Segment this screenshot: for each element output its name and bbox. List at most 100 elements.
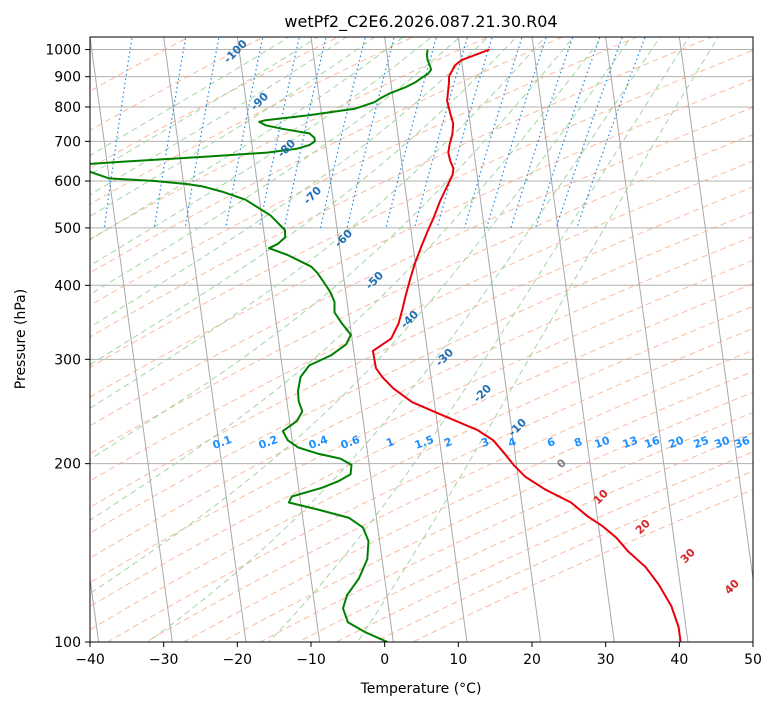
isotherm-line <box>678 37 753 583</box>
moist-adiabat-line <box>90 37 604 521</box>
y-tick-label: 200 <box>54 457 81 473</box>
y-tick-label: 500 <box>54 221 81 237</box>
moist-adiabat-line <box>90 37 518 366</box>
isotherm-line <box>752 37 753 41</box>
temperature-profile <box>371 48 682 642</box>
plot-frame <box>89 36 754 643</box>
dry-adiabat-line <box>90 37 714 338</box>
dry-adiabat-line <box>335 451 753 642</box>
dry-adiabat-line <box>297 431 753 642</box>
dry-adiabat-label: -80 <box>275 137 298 160</box>
dry-adiabat-line <box>90 186 753 508</box>
mixing-ratio-line <box>535 37 601 229</box>
dry-adiabat-label: -90 <box>248 90 271 113</box>
dry-adiabat-line <box>90 37 564 274</box>
isotherm-line <box>163 37 247 642</box>
mixing-ratio-line <box>436 37 493 229</box>
mixing-ratio-label: 0.2 <box>257 433 280 452</box>
x-tick-label: 10 <box>449 652 467 668</box>
mixing-ratio-label: 36 <box>733 434 752 452</box>
mixing-ratio-label: 0.4 <box>307 433 330 452</box>
moist-adiabat-line <box>90 37 575 460</box>
isotherm-line <box>90 37 173 642</box>
x-tick-label: 20 <box>523 652 541 668</box>
x-tick-label: −40 <box>75 652 105 668</box>
moist-adiabat-line <box>90 37 461 296</box>
dry-adiabat-label: -50 <box>363 269 386 292</box>
mixing-ratio-line <box>103 37 133 228</box>
y-tick-label: 600 <box>54 174 81 190</box>
x-tick-label: −30 <box>149 652 179 668</box>
isotherm-line <box>457 37 542 642</box>
dewpoint-profile <box>90 49 433 642</box>
x-tick-label: 30 <box>597 652 615 668</box>
mixing-ratio-label: 0.6 <box>339 433 362 452</box>
mixing-ratio-label: 3 <box>479 435 491 450</box>
isotherm-line <box>531 37 615 642</box>
x-axis-title: Temperature (°C) <box>360 681 482 697</box>
mixing-ratio-line <box>510 37 574 229</box>
x-tick-label: 0 <box>380 652 389 668</box>
moist-adiabat-label: 20 <box>633 517 653 537</box>
dry-adiabat-line <box>90 37 340 169</box>
mixing-ratio-label: 10 <box>593 434 612 452</box>
dry-adiabat-label: -70 <box>301 184 324 207</box>
mixing-ratio-label: 6 <box>545 435 557 450</box>
isotherm-line <box>310 37 394 642</box>
dry-adiabat-line <box>411 489 753 642</box>
mixing-ratio-label: 1 <box>384 435 396 450</box>
mixing-ratio-label: 30 <box>713 434 732 452</box>
moist-adiabat-line <box>357 37 719 642</box>
dry-adiabat-line <box>90 305 753 631</box>
y-tick-label: 300 <box>54 352 81 368</box>
mixing-ratio-line <box>486 37 547 229</box>
dry-adiabat-line <box>90 49 753 369</box>
x-tick-label: −10 <box>296 652 326 668</box>
y-tick-label: 400 <box>54 278 81 294</box>
dry-adiabat-label: -100 <box>221 37 250 66</box>
moist-adiabat-line <box>90 37 632 595</box>
mixing-ratio-line <box>319 37 366 229</box>
dry-adiabat-label: -20 <box>471 382 494 405</box>
dry-adiabat-label: -60 <box>332 227 355 250</box>
mixing-ratio-line <box>464 37 523 229</box>
y-tick-label: 700 <box>54 134 81 150</box>
moist-adiabat-line <box>90 37 433 267</box>
mixing-ratio-line <box>184 37 220 228</box>
x-tick-label: −20 <box>223 652 253 668</box>
mixing-ratio-line <box>258 37 300 229</box>
mixing-ratio-label: 2 <box>442 435 454 450</box>
mixing-ratio-label: 16 <box>643 434 662 452</box>
isotherm-line <box>605 37 689 642</box>
mixing-ratio-label: 4 <box>506 435 518 450</box>
moist-adiabat-line <box>90 37 546 409</box>
dry-adiabat-line <box>90 37 265 131</box>
moist-adiabat-line <box>268 37 690 642</box>
chart-title: wetPf2_C2E6.2026.087.21.30.R04 <box>284 12 557 32</box>
y-axis-title: Pressure (hPa) <box>13 289 29 389</box>
dry-adiabat-line <box>90 134 753 455</box>
isotherm-line <box>236 37 321 642</box>
mixing-ratio-line <box>385 37 438 229</box>
dry-adiabat-label: -30 <box>433 346 456 369</box>
moist-adiabat-label: 40 <box>722 577 742 597</box>
moist-adiabat-line <box>90 37 291 157</box>
mixing-ratio-label: 1.5 <box>413 433 436 452</box>
dry-adiabat-line <box>90 78 753 398</box>
dry-adiabat-line <box>106 327 753 642</box>
mixing-ratio-label: 25 <box>692 434 711 451</box>
dry-adiabat-line <box>90 211 753 534</box>
x-tick-label: 50 <box>744 652 762 668</box>
dry-adiabat-line <box>90 37 489 240</box>
dry-adiabat-line <box>182 370 753 642</box>
y-tick-label: 800 <box>54 100 81 116</box>
x-tick-label: 40 <box>670 652 688 668</box>
mixing-ratio-label: 20 <box>667 434 686 452</box>
y-tick-label: 900 <box>54 70 81 86</box>
dry-adiabat-line <box>90 106 753 427</box>
mixing-ratio-line <box>346 37 395 229</box>
mixing-ratio-label: 0.1 <box>211 433 234 452</box>
y-tick-label: 100 <box>54 635 81 651</box>
dry-adiabat-line <box>90 160 753 482</box>
